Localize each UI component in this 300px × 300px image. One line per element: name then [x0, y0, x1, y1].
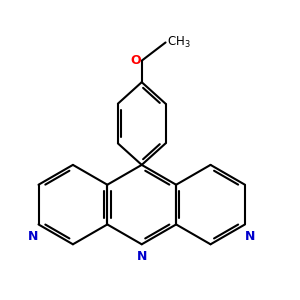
Text: N: N — [136, 250, 147, 263]
Text: CH$_3$: CH$_3$ — [167, 35, 191, 50]
Text: N: N — [245, 230, 255, 243]
Text: N: N — [28, 230, 39, 243]
Text: O: O — [130, 54, 141, 67]
